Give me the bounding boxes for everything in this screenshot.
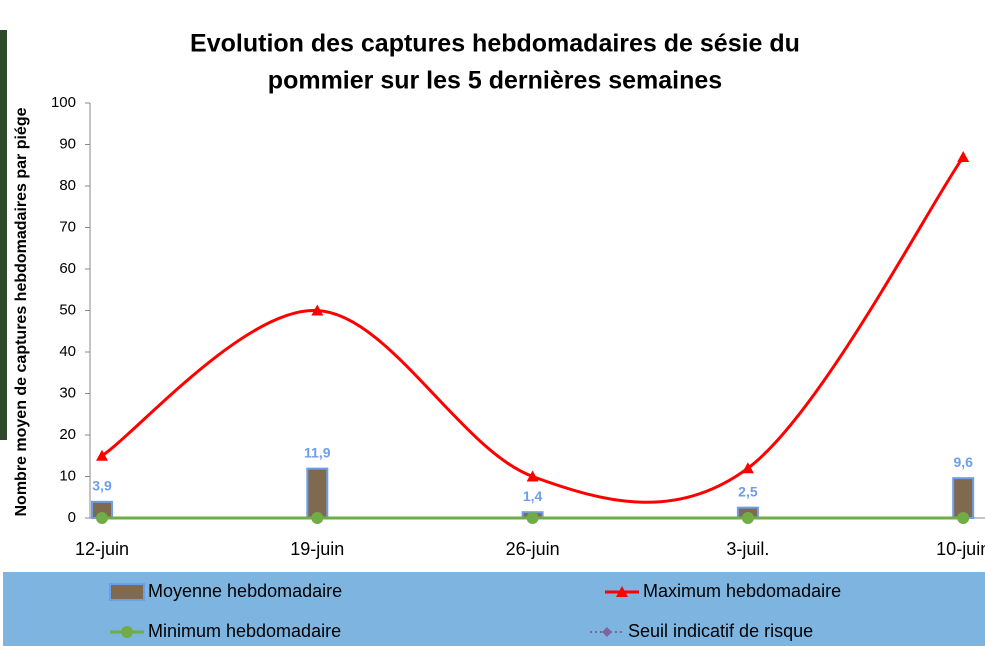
chart-title: pommier sur les 5 dernières semaines xyxy=(268,67,722,95)
data-label: 1,4 xyxy=(523,488,543,504)
data-label: 2,5 xyxy=(738,483,758,499)
x-tick-label: 26-juin xyxy=(506,539,560,559)
x-tick-label: 3-juil. xyxy=(726,539,769,559)
data-label: 3,9 xyxy=(92,478,112,494)
line-marker xyxy=(742,512,754,524)
y-tick-label: 40 xyxy=(59,343,76,360)
line-marker xyxy=(527,512,539,524)
y-tick-label: 30 xyxy=(59,384,76,401)
y-tick-label: 100 xyxy=(51,94,76,111)
legend-label: Minimum hebdomadaire xyxy=(148,621,341,641)
background xyxy=(0,0,985,646)
x-tick-label: 12-juin xyxy=(75,539,129,559)
y-tick-label: 60 xyxy=(59,260,76,277)
bar xyxy=(307,469,327,518)
legend-label: Maximum hebdomadaire xyxy=(643,581,841,601)
data-label: 9,6 xyxy=(953,454,973,470)
y-tick-label: 70 xyxy=(59,218,76,235)
data-label: 11,9 xyxy=(304,444,331,460)
y-tick-label: 20 xyxy=(59,426,76,443)
legend-label: Seuil indicatif de risque xyxy=(628,621,813,641)
line-marker xyxy=(957,512,969,524)
line-marker xyxy=(96,512,108,524)
chart-title: Evolution des captures hebdomadaires de … xyxy=(190,30,800,58)
y-tick-label: 10 xyxy=(59,467,76,484)
photo-edge xyxy=(0,30,7,440)
y-tick-label: 80 xyxy=(59,177,76,194)
chart: Evolution des captures hebdomadaires de … xyxy=(0,0,985,646)
legend-label: Moyenne hebdomadaire xyxy=(148,581,342,601)
line-marker xyxy=(311,512,323,524)
y-axis-title: Nombre moyen de captures hebdomadaires p… xyxy=(13,107,30,516)
legend-swatch xyxy=(110,584,144,600)
y-tick-label: 0 xyxy=(68,509,76,526)
y-tick-label: 90 xyxy=(59,135,76,152)
x-tick-label: 10-juin xyxy=(936,539,985,559)
y-tick-label: 50 xyxy=(59,301,76,318)
x-tick-label: 19-juin xyxy=(290,539,344,559)
legend-marker xyxy=(121,626,133,638)
